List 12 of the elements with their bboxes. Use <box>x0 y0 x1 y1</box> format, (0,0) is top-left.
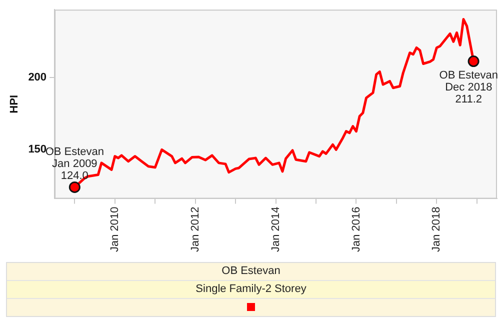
y-tick-label: 200 <box>28 71 47 84</box>
x-tick-label: Jan 2016 <box>350 206 362 252</box>
y-axis-title: HPI <box>8 94 21 114</box>
text: Single Family-2 Storey <box>7 281 495 299</box>
y-tick-label: 150 <box>28 144 47 156</box>
annotation: OB Estevan Dec 2018 211.2 <box>439 69 498 106</box>
x-tick-label: Jan 2012 <box>189 206 202 252</box>
x-tick-label: Jan 2010 <box>108 206 121 252</box>
x-tick-label: Jan 2018 <box>430 206 443 252</box>
text: OB Estevan <box>7 263 495 281</box>
x-tick-label: Jan 2014 <box>270 206 282 252</box>
annotation: OB Estevan Jan 2009 124.0 <box>45 146 104 182</box>
